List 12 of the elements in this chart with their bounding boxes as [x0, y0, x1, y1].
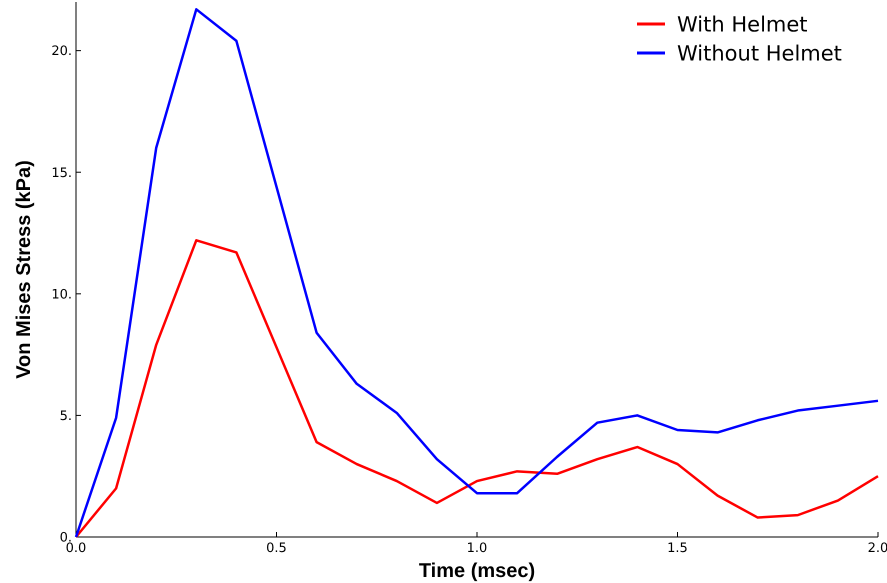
x-tick-label: 0.5	[266, 541, 287, 556]
y-tick-label: 5.	[60, 408, 72, 424]
y-tick-label: 20.	[51, 44, 72, 60]
y-tick-label: 15.	[51, 166, 72, 181]
legend-label: With Helmet	[677, 12, 808, 36]
legend-label: Without Helmet	[677, 41, 842, 66]
x-axis-title: Time (msec)	[418, 560, 536, 582]
x-tick-label: 1.0	[466, 541, 488, 556]
x-tick-label: 1.5	[667, 541, 688, 556]
y-tick-label: 10.	[51, 287, 72, 302]
y-axis-title: Von Mises Stress (kPa)	[13, 160, 35, 379]
x-tick-label: 0.0	[66, 541, 86, 556]
